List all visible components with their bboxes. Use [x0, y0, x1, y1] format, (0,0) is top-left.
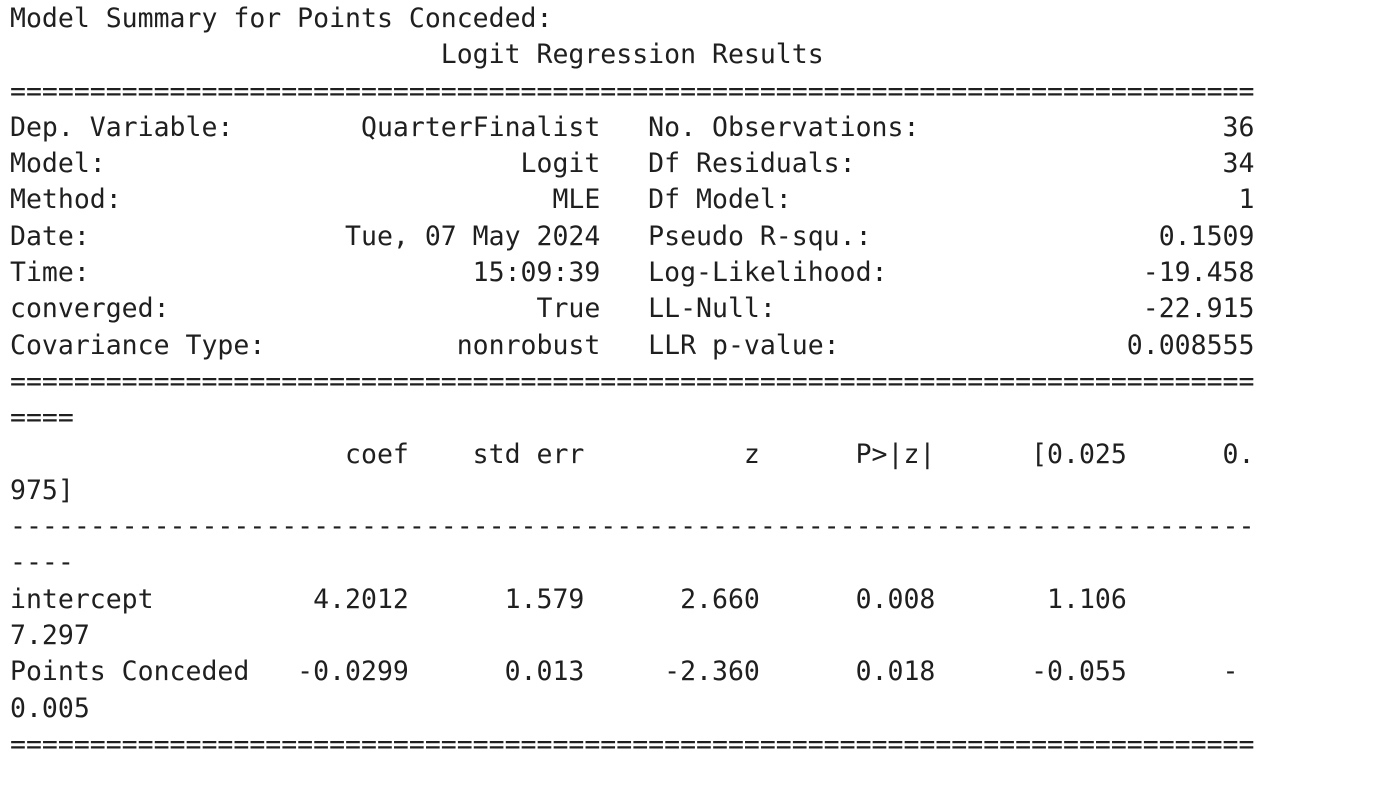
results-heading: Logit Regression Results — [10, 39, 1255, 71]
dash-separator-line-wrap: ---- — [10, 547, 74, 579]
coef-table-row: intercept 4.2012 1.579 2.660 0.008 1.106 — [10, 583, 1239, 615]
summary-row: Method: MLE Df Model: 1 — [10, 184, 1255, 216]
coef-table-row: Points Conceded -0.0299 0.013 -2.360 0.0… — [10, 656, 1239, 688]
separator-line: ========================================… — [10, 365, 1255, 397]
coef-table-header: coef std err z P>|z| [0.025 0. — [10, 438, 1255, 470]
summary-row: converged: True LL-Null: -22.915 — [10, 293, 1255, 325]
coef-table-row-wrap: 0.005 — [10, 692, 90, 724]
console-output: Model Summary for Points Conceded: Logit… — [10, 3, 1255, 760]
summary-row: Date: Tue, 07 May 2024 Pseudo R-squ.: 0.… — [10, 220, 1255, 252]
summary-row: Time: 15:09:39 Log-Likelihood: -19.458 — [10, 257, 1255, 289]
separator-line: ========================================… — [10, 728, 1255, 760]
summary-row: Covariance Type: nonrobust LLR p-value: … — [10, 329, 1255, 361]
coef-table-header-wrap: 975] — [10, 474, 74, 506]
output-title: Model Summary for Points Conceded: — [10, 3, 553, 34]
separator-line-wrap: ==== — [10, 402, 74, 434]
dash-separator-line: ----------------------------------------… — [10, 511, 1255, 543]
summary-row: Dep. Variable: QuarterFinalist No. Obser… — [10, 111, 1255, 143]
separator-line: ========================================… — [10, 75, 1255, 107]
coef-table-row-wrap: 7.297 — [10, 620, 90, 652]
summary-row: Model: Logit Df Residuals: 34 — [10, 148, 1255, 180]
